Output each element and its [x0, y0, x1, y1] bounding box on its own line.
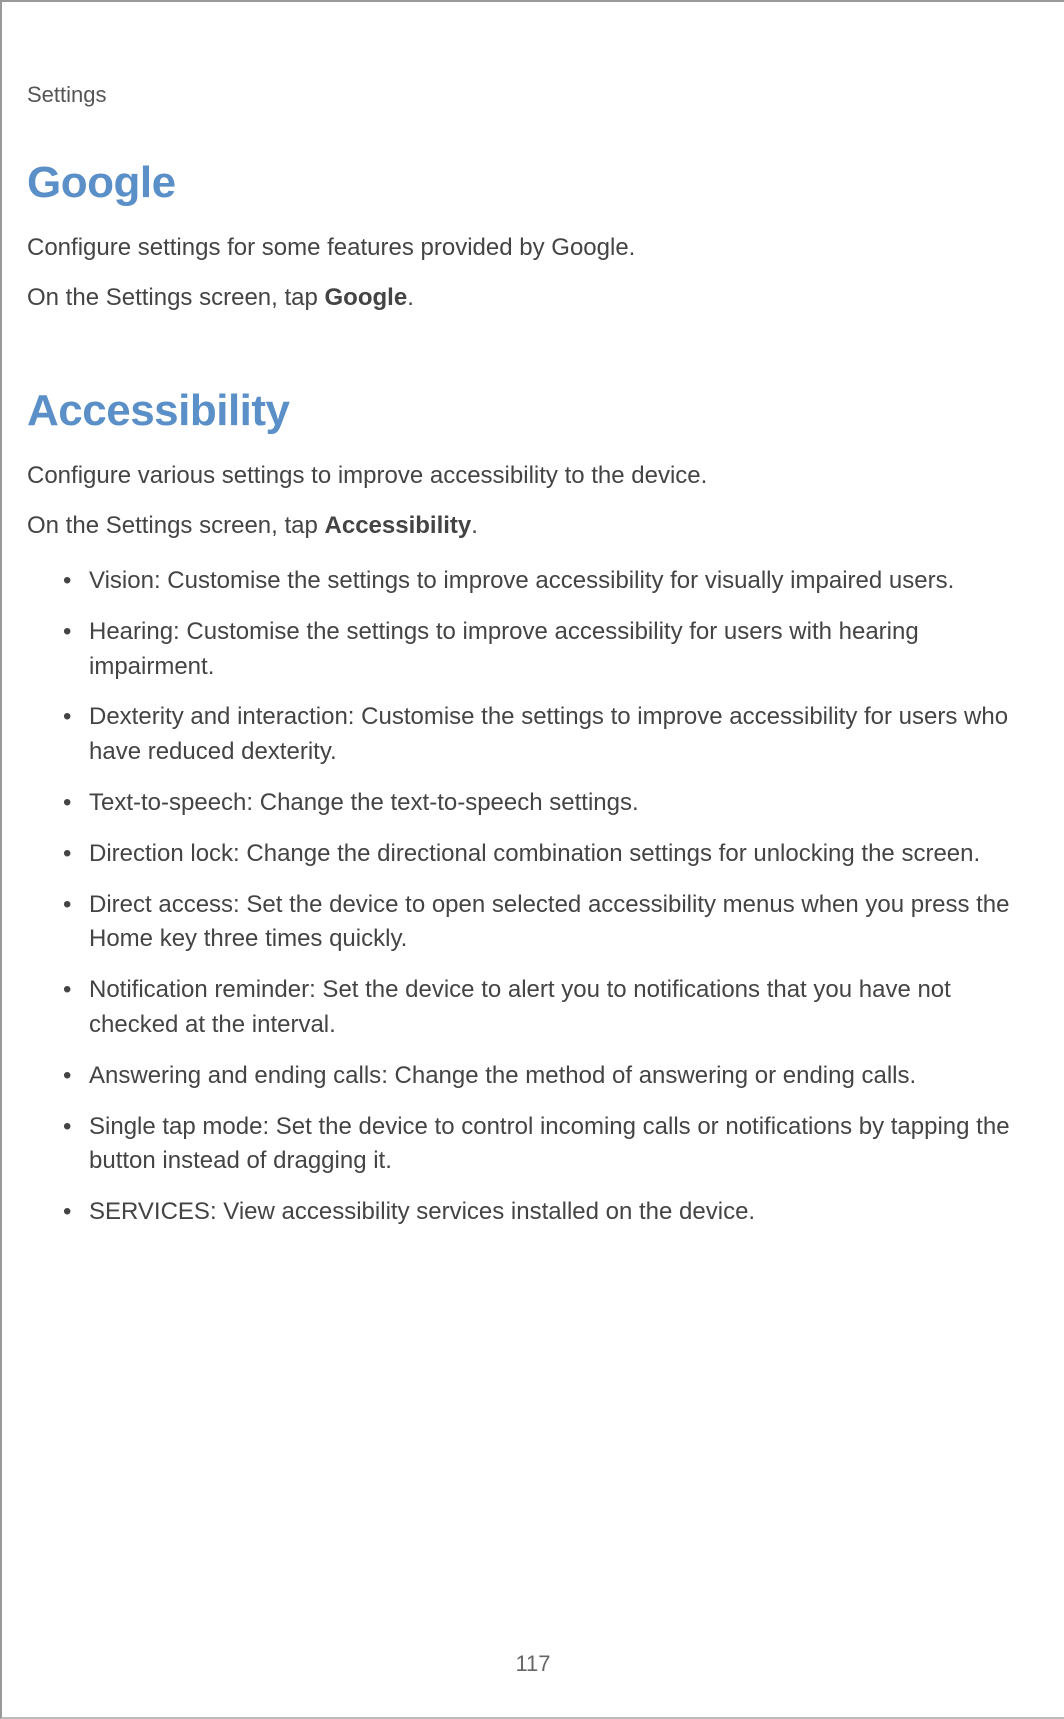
section-heading-google: Google [27, 158, 1044, 208]
google-desc-1: Configure settings for some features pro… [27, 230, 1044, 266]
li-text: : View accessibility services installed … [210, 1198, 755, 1225]
list-item-tap: Single tap mode: Set the device to contr… [67, 1110, 1044, 1180]
google-desc2-pre: On the Settings screen, tap [27, 284, 325, 311]
accessibility-desc2-pre: On the Settings screen, tap [27, 512, 325, 539]
accessibility-desc-1: Configure various settings to improve ac… [27, 458, 1044, 494]
google-desc2-bold: Google [325, 284, 408, 311]
li-bold: Dexterity and interaction [89, 703, 348, 730]
google-desc2-post: . [407, 284, 414, 311]
google-desc-2: On the Settings screen, tap Google. [27, 280, 1044, 316]
li-text: : Change the directional combination set… [233, 840, 980, 867]
page-header-label: Settings [27, 82, 1044, 108]
li-text: : Change the method of answering or endi… [381, 1062, 916, 1089]
li-bold: Hearing [89, 618, 173, 645]
li-text: : Customise the settings to improve acce… [89, 618, 919, 680]
accessibility-desc2-post: . [471, 512, 478, 539]
li-bold: Answering and ending calls [89, 1062, 381, 1089]
li-bold: Direction lock [89, 840, 233, 867]
accessibility-desc-2: On the Settings screen, tap Accessibilit… [27, 508, 1044, 544]
page-number: 117 [2, 1651, 1064, 1677]
li-bold: Notification reminder [89, 976, 309, 1003]
li-bold: Vision [89, 567, 154, 594]
list-item-services: SERVICES: View accessibility services in… [67, 1195, 1044, 1230]
li-text: : Change the text-to-speech settings. [246, 789, 638, 816]
li-bold: SERVICES [89, 1198, 210, 1225]
list-item-tts: Text-to-speech: Change the text-to-speec… [67, 786, 1044, 821]
li-bold: Single tap mode [89, 1113, 262, 1140]
list-item-calls: Answering and ending calls: Change the m… [67, 1059, 1044, 1094]
list-item-vision: Vision: Customise the settings to improv… [67, 564, 1044, 599]
list-item-dexterity: Dexterity and interaction: Customise the… [67, 700, 1044, 770]
accessibility-desc2-bold: Accessibility [325, 512, 472, 539]
section-heading-accessibility: Accessibility [27, 386, 1044, 436]
li-bold: Direct access [89, 891, 233, 918]
li-text: : Customise the settings to improve acce… [154, 567, 954, 594]
list-item-hearing: Hearing: Customise the settings to impro… [67, 615, 1044, 685]
list-item-direct: Direct access: Set the device to open se… [67, 888, 1044, 958]
list-item-notif: Notification reminder: Set the device to… [67, 973, 1044, 1043]
accessibility-list: Vision: Customise the settings to improv… [27, 564, 1044, 1230]
li-bold: Text-to-speech [89, 789, 246, 816]
list-item-direction: Direction lock: Change the directional c… [67, 837, 1044, 872]
